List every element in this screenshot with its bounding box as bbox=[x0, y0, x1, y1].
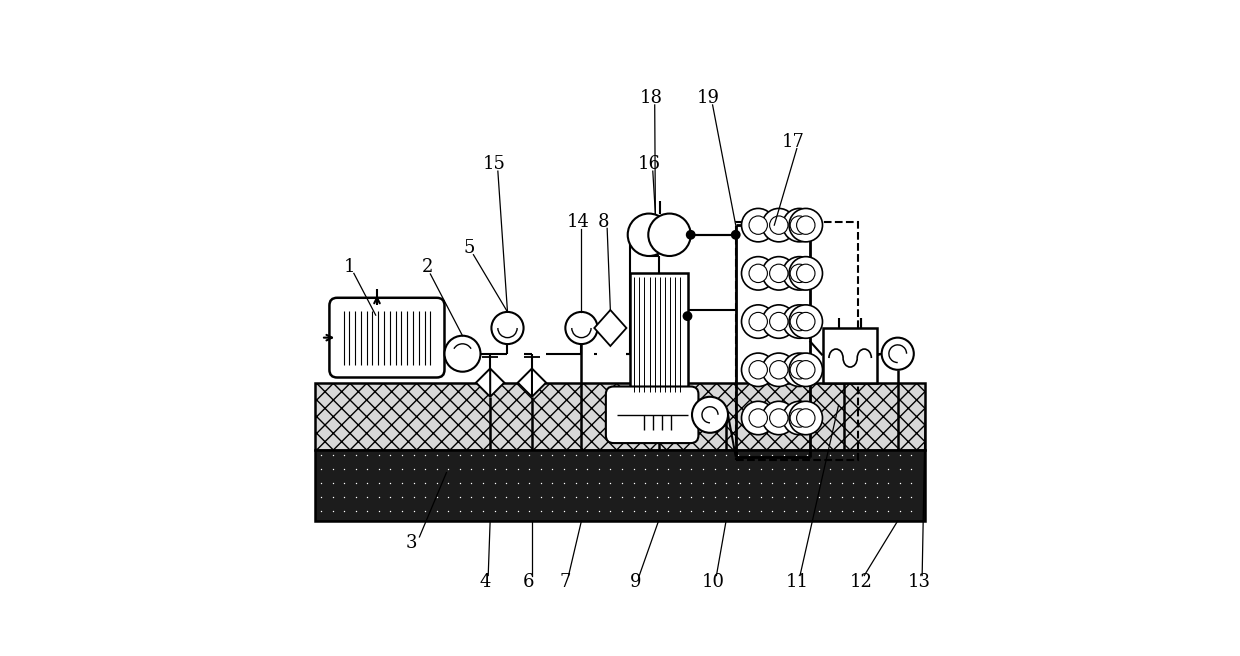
Circle shape bbox=[742, 209, 775, 242]
Circle shape bbox=[687, 231, 694, 239]
Circle shape bbox=[782, 305, 816, 338]
Text: 4: 4 bbox=[480, 573, 491, 591]
Circle shape bbox=[782, 353, 816, 386]
Polygon shape bbox=[594, 310, 626, 346]
Circle shape bbox=[763, 209, 796, 242]
Text: 12: 12 bbox=[849, 573, 873, 591]
Text: 17: 17 bbox=[782, 133, 805, 151]
Polygon shape bbox=[518, 369, 532, 397]
FancyBboxPatch shape bbox=[330, 298, 444, 377]
Circle shape bbox=[692, 397, 728, 433]
Bar bbox=[735, 222, 858, 460]
Circle shape bbox=[742, 401, 775, 435]
Circle shape bbox=[770, 361, 787, 379]
Circle shape bbox=[789, 209, 822, 242]
Circle shape bbox=[796, 312, 815, 331]
Circle shape bbox=[742, 305, 775, 338]
Circle shape bbox=[782, 401, 816, 435]
Circle shape bbox=[749, 312, 768, 331]
Circle shape bbox=[796, 264, 815, 283]
Circle shape bbox=[790, 361, 808, 379]
Circle shape bbox=[796, 409, 815, 427]
Circle shape bbox=[789, 305, 822, 338]
Circle shape bbox=[790, 409, 808, 427]
Text: 19: 19 bbox=[697, 89, 720, 107]
Text: 11: 11 bbox=[785, 573, 808, 591]
Circle shape bbox=[763, 305, 796, 338]
Text: 14: 14 bbox=[567, 213, 590, 231]
Circle shape bbox=[796, 361, 815, 379]
Circle shape bbox=[444, 336, 480, 372]
Circle shape bbox=[782, 256, 816, 290]
Text: 3: 3 bbox=[405, 535, 417, 552]
Circle shape bbox=[627, 214, 670, 256]
Circle shape bbox=[491, 312, 523, 344]
Text: 7: 7 bbox=[559, 573, 572, 591]
Circle shape bbox=[565, 312, 598, 344]
Text: 5: 5 bbox=[464, 239, 475, 256]
Circle shape bbox=[770, 264, 787, 283]
Circle shape bbox=[789, 401, 822, 435]
Text: 6: 6 bbox=[522, 573, 533, 591]
Circle shape bbox=[789, 353, 822, 386]
Circle shape bbox=[749, 216, 768, 234]
Circle shape bbox=[796, 216, 815, 234]
Text: 1: 1 bbox=[345, 258, 356, 276]
Bar bbox=[315, 450, 925, 521]
Circle shape bbox=[790, 216, 808, 234]
Text: 2: 2 bbox=[422, 258, 433, 276]
Circle shape bbox=[770, 312, 787, 331]
Circle shape bbox=[789, 256, 822, 290]
Circle shape bbox=[749, 409, 768, 427]
Circle shape bbox=[882, 338, 914, 370]
Text: 15: 15 bbox=[484, 155, 506, 173]
Circle shape bbox=[770, 216, 787, 234]
Text: 10: 10 bbox=[702, 573, 724, 591]
Circle shape bbox=[742, 353, 775, 386]
Polygon shape bbox=[532, 369, 546, 397]
Circle shape bbox=[782, 209, 816, 242]
Text: 13: 13 bbox=[908, 573, 930, 591]
Circle shape bbox=[742, 256, 775, 290]
Bar bbox=[822, 328, 877, 382]
Text: 18: 18 bbox=[640, 89, 662, 107]
Circle shape bbox=[790, 264, 808, 283]
Circle shape bbox=[763, 401, 796, 435]
FancyBboxPatch shape bbox=[606, 386, 698, 443]
Text: 16: 16 bbox=[637, 155, 661, 173]
Circle shape bbox=[763, 256, 796, 290]
Text: 8: 8 bbox=[598, 213, 610, 231]
Circle shape bbox=[649, 214, 691, 256]
Circle shape bbox=[749, 264, 768, 283]
Circle shape bbox=[770, 409, 787, 427]
Circle shape bbox=[790, 312, 808, 331]
Polygon shape bbox=[490, 369, 505, 397]
Text: 9: 9 bbox=[630, 573, 642, 591]
Circle shape bbox=[683, 312, 692, 320]
Bar bbox=[315, 382, 925, 450]
Circle shape bbox=[732, 231, 739, 239]
Circle shape bbox=[749, 361, 768, 379]
Polygon shape bbox=[476, 369, 490, 397]
Bar bbox=[630, 274, 687, 396]
Circle shape bbox=[763, 353, 796, 386]
